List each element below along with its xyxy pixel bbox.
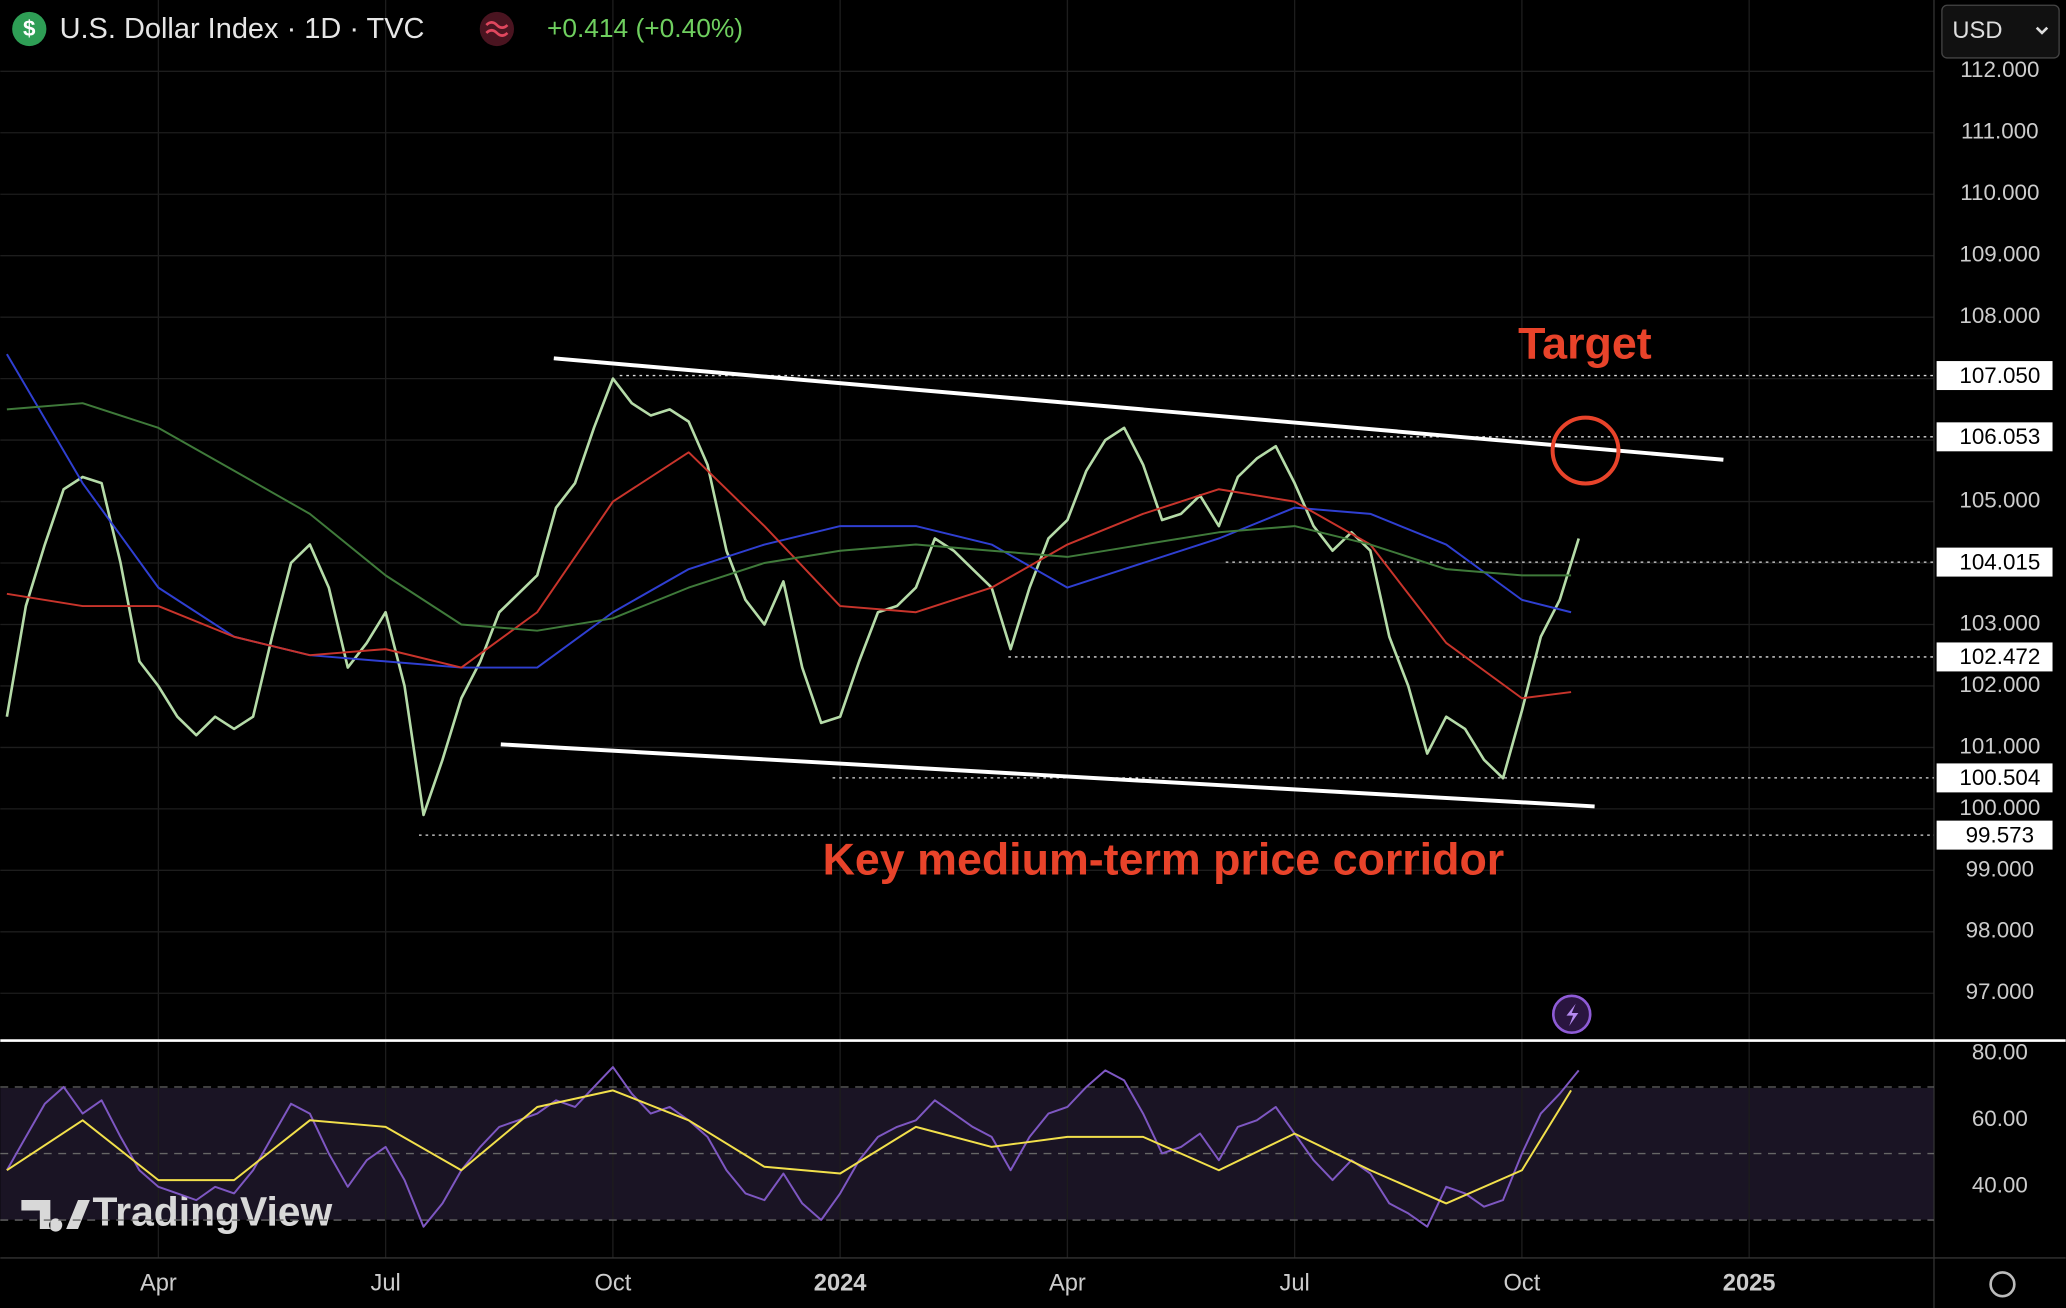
y-tick-label: 110.000 <box>1960 180 2039 205</box>
x-tick-label: Jul <box>1280 1271 1310 1297</box>
y-tick-label: 99.000 <box>1966 856 2034 881</box>
x-tick-label: Oct <box>594 1271 631 1297</box>
symbol-icon <box>12 11 47 47</box>
y-tick-label: 60.00 <box>1972 1106 2028 1131</box>
y-tick-label: 102.000 <box>1959 672 2040 697</box>
x-tick-label: 2024 <box>814 1271 868 1297</box>
settings-icon[interactable] <box>1989 1271 2016 1298</box>
level-box <box>1936 820 2053 850</box>
level-label: 104.015 <box>1959 549 2040 574</box>
x-tick-label: Apr <box>140 1271 177 1297</box>
trend-line <box>500 742 1595 809</box>
y-tick-label: 98.000 <box>1966 918 2034 943</box>
y-tick-label: 100.000 <box>1959 795 2040 820</box>
symbol-glyph: $ <box>23 16 36 41</box>
series-line <box>6 353 1572 669</box>
y-tick-label: 97.000 <box>1966 979 2034 1004</box>
y-tick-label: 40.00 <box>1972 1173 2028 1198</box>
x-tick-label: Oct <box>1503 1271 1540 1297</box>
x-tick-label: 2025 <box>1723 1271 1776 1297</box>
annotation: Key medium-term price corridor <box>823 835 1505 885</box>
x-tick-label: Jul <box>371 1271 401 1297</box>
change: +0.414 (+0.40%) <box>547 13 743 43</box>
chevron <box>2035 26 2049 35</box>
y-tick-label: 108.000 <box>1959 303 2040 328</box>
y-tick-label: 103.000 <box>1959 610 2040 635</box>
series-line <box>6 402 1572 632</box>
level-box <box>1936 763 2053 793</box>
y-tick-label: 101.000 <box>1959 733 2040 758</box>
level-box <box>1936 547 2053 577</box>
indicator-icon <box>479 11 515 47</box>
indicator-glyph <box>485 21 509 37</box>
level-label: 106.053 <box>1959 424 2040 449</box>
alert-glyph <box>1566 1003 1579 1027</box>
logo-text: TradingView <box>93 1188 333 1234</box>
level-label: 102.472 <box>1959 644 2040 669</box>
logo-mark <box>21 1199 90 1232</box>
level-label: 107.050 <box>1959 363 2040 388</box>
x-tick-label: Apr <box>1049 1271 1086 1297</box>
series-line <box>5 377 1580 817</box>
y-tick-label: 105.000 <box>1959 487 2040 512</box>
y-tick-label: 80.00 <box>1972 1040 2028 1065</box>
level-box <box>1936 361 2053 391</box>
series-line <box>6 1066 1580 1228</box>
y-tick-label: 112.000 <box>1960 57 2039 82</box>
series-line <box>6 1089 1572 1205</box>
trend-line <box>553 356 1724 462</box>
level-label: 100.504 <box>1959 765 2040 790</box>
level-box <box>1936 422 2053 452</box>
title: U.S. Dollar Index · 1D · TVC <box>60 13 425 45</box>
annotation: Target <box>1518 318 1652 368</box>
currency-select[interactable] <box>1941 4 2060 59</box>
target-marker <box>1550 415 1621 486</box>
series-line <box>6 451 1572 700</box>
y-tick-label: 111.000 <box>1961 119 2039 144</box>
tv-logo: TradingView <box>21 1188 332 1234</box>
level-box <box>1936 642 2053 672</box>
y-tick-label: 109.000 <box>1959 242 2040 267</box>
level-label: 99.573 <box>1966 822 2034 847</box>
currency[interactable]: USD <box>1952 18 2002 44</box>
